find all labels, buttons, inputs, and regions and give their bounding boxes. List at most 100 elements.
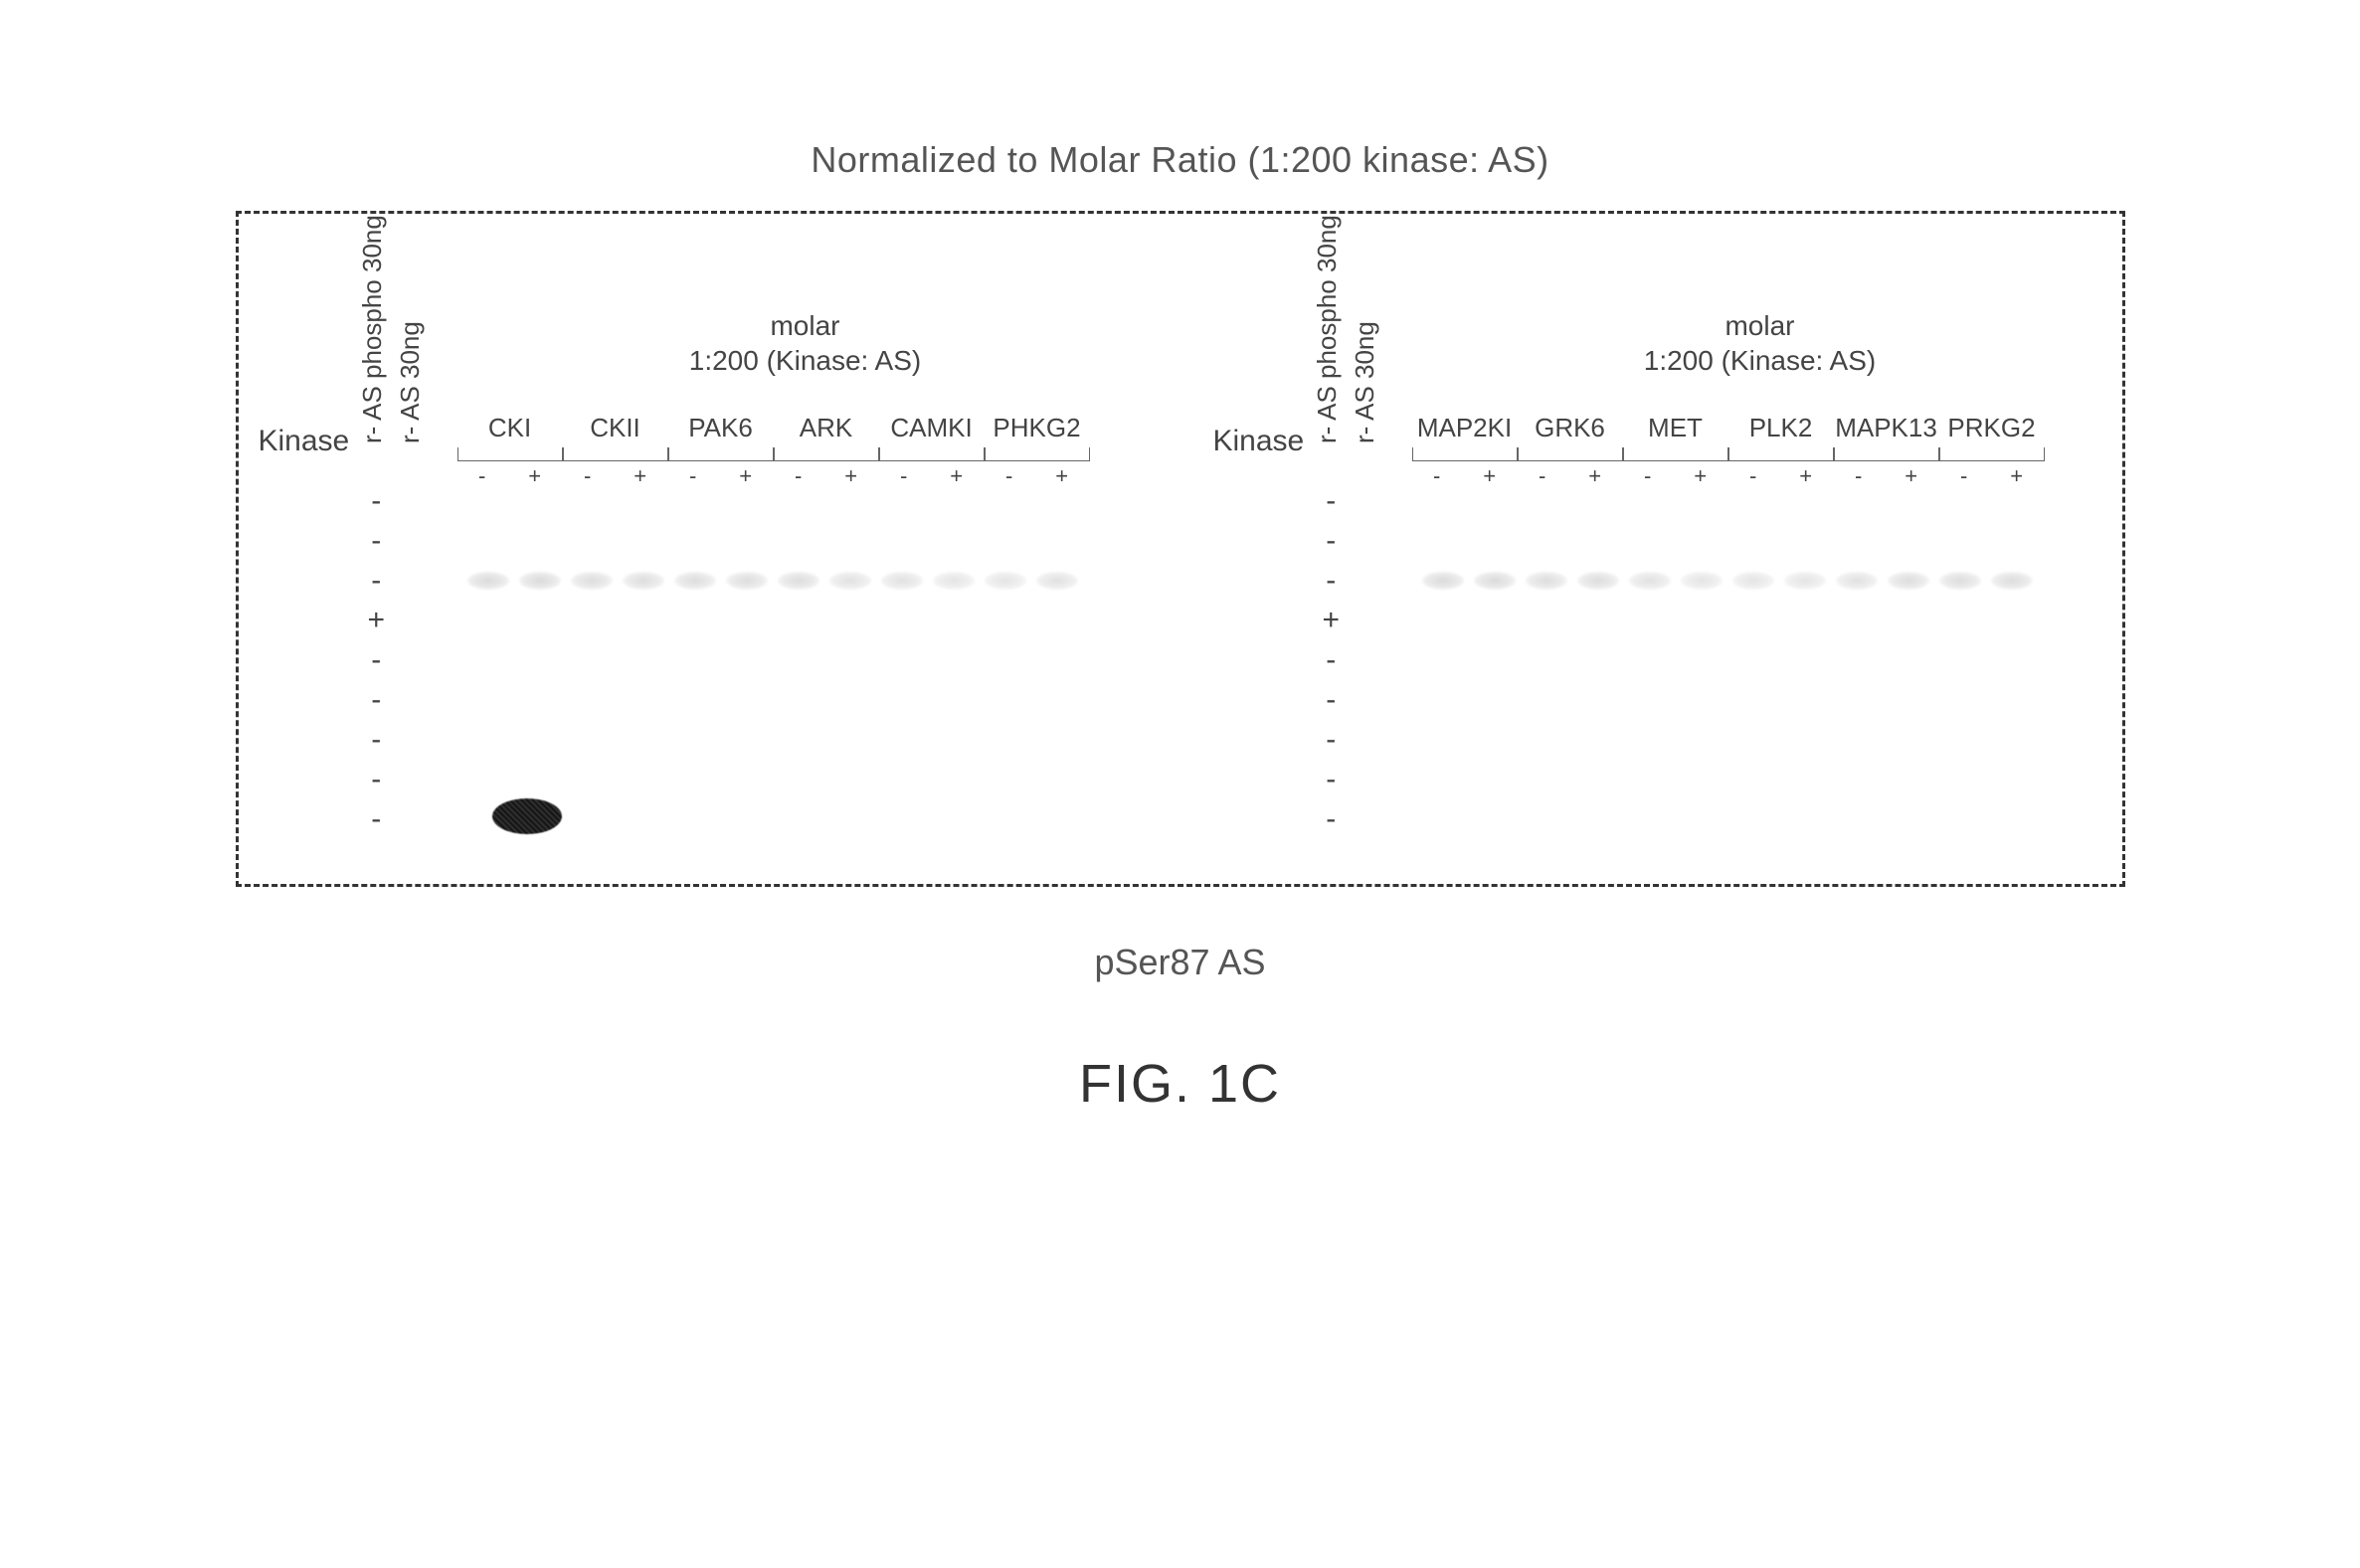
marker-column-left: ---+----- [368,492,386,828]
kinase-name: GRK6 [1518,413,1623,443]
plus-sign: + [634,463,646,489]
kinase-name: PLK2 [1728,413,1834,443]
kinase-name: PHKG2 [985,413,1090,443]
blot-band [778,572,819,590]
blot-band [1888,572,1929,590]
kinase-column: MET -+ [1623,413,1728,489]
mw-marker: - [1326,651,1336,669]
kinase-column: CKII-+ [563,413,668,489]
kinase-column: ARK-+ [774,413,879,489]
blot-bands-right [1422,572,2033,590]
minus-sign: - [1855,463,1862,489]
blot-band [1681,572,1723,590]
blot-band [1732,572,1774,590]
vert-label-as30: r- AS 30ng [1350,321,1380,443]
vert-label-as30: r- AS 30ng [395,321,426,443]
plus-minus-row: -+ [1623,463,1728,489]
kinase-axis-label: Kinase [1213,425,1305,458]
kinase-name: CKI [457,413,563,443]
blot-band [571,572,613,590]
bracket [1728,447,1834,461]
figure-label: FIG. 1C [186,1053,2175,1115]
minus-sign: - [1005,463,1012,489]
blot-container: Kinase r- AS phospho 30ng r- AS 30ng mol… [236,211,2125,887]
plus-minus-row: -+ [1412,463,1518,489]
molar-ratio-label: molar 1:200 (Kinase: AS) [1442,308,2079,378]
kinase-name: ARK [774,413,879,443]
mw-marker: - [371,731,381,749]
mw-marker: - [1326,572,1336,590]
plus-minus-row: -+ [774,463,879,489]
mw-marker: - [371,691,381,709]
bracket [1412,447,1518,461]
plus-minus-row: -+ [1834,463,1939,489]
plus-minus-row: -+ [1728,463,1834,489]
plus-minus-row: -+ [1939,463,2045,489]
bracket [985,447,1090,461]
kinase-name: MAP2KI [1412,413,1518,443]
plus-sign: + [1055,463,1068,489]
bracket [879,447,985,461]
blot-band [623,572,664,590]
plus-sign: + [950,463,963,489]
mw-marker: - [1326,532,1336,550]
blot-band [726,572,768,590]
blot-band [829,572,871,590]
minus-sign: - [795,463,802,489]
mw-marker: + [368,611,386,629]
minus-sign: - [689,463,696,489]
plus-minus-row: -+ [879,463,985,489]
plus-sign: + [844,463,857,489]
kinase-name: PAK6 [668,413,774,443]
kinase-column: PLK2 -+ [1728,413,1834,489]
mw-marker: - [1326,492,1336,510]
minus-sign: - [1433,463,1440,489]
molar-line2: 1:200 (Kinase: AS) [487,343,1124,378]
blot-band [467,572,509,590]
vert-label-phospho: r- AS phospho 30ng [1312,215,1343,443]
blot-band [1036,572,1078,590]
kinase-column: MAPK13 -+ [1834,413,1939,489]
mw-marker: - [1326,771,1336,788]
minus-sign: - [478,463,485,489]
bracket [1518,447,1623,461]
kinase-name: MET [1623,413,1728,443]
molar-ratio-label: molar 1:200 (Kinase: AS) [487,308,1124,378]
mw-marker: - [371,810,381,828]
molar-line1: molar [1442,308,2079,343]
minus-sign: - [1960,463,1967,489]
blot-band [1939,572,1981,590]
blot-band [519,572,561,590]
minus-sign: - [584,463,591,489]
bracket [1939,447,2045,461]
vert-label-phospho: r- AS phospho 30ng [357,215,388,443]
kinase-name: MAPK13 [1834,413,1939,443]
blot-band [1784,572,1826,590]
kinase-column: CKI-+ [457,413,563,489]
blot-band [1629,572,1671,590]
bracket [1623,447,1728,461]
blot-band [1526,572,1567,590]
blot-band [881,572,923,590]
kinase-header-row-left: CKI-+CKII-+PAK6-+ARK-+CAMKI-+PHKG2-+ [457,413,1090,489]
plus-sign: + [528,463,541,489]
bracket [563,447,668,461]
kinase-column: PAK6 - + [668,413,774,489]
plus-sign: + [1799,463,1812,489]
plus-sign: + [739,463,752,489]
blot-band [674,572,716,590]
plus-minus-row: -+ [457,463,563,489]
mw-marker: + [1323,611,1341,629]
mw-marker: - [1326,691,1336,709]
mw-marker: - [371,572,381,590]
minus-sign: - [1644,463,1651,489]
blot-band [933,572,975,590]
plus-sign: + [2010,463,2023,489]
plus-minus-row: -+ [985,463,1090,489]
minus-sign: - [1539,463,1545,489]
marker-column-right: ---+----- [1323,492,1341,828]
left-panel: Kinase r- AS phospho 30ng r- AS 30ng mol… [239,214,1154,884]
plus-sign: + [1588,463,1601,489]
blot-bands-left [467,572,1078,590]
bottom-label: pSer87 AS [186,942,2175,983]
